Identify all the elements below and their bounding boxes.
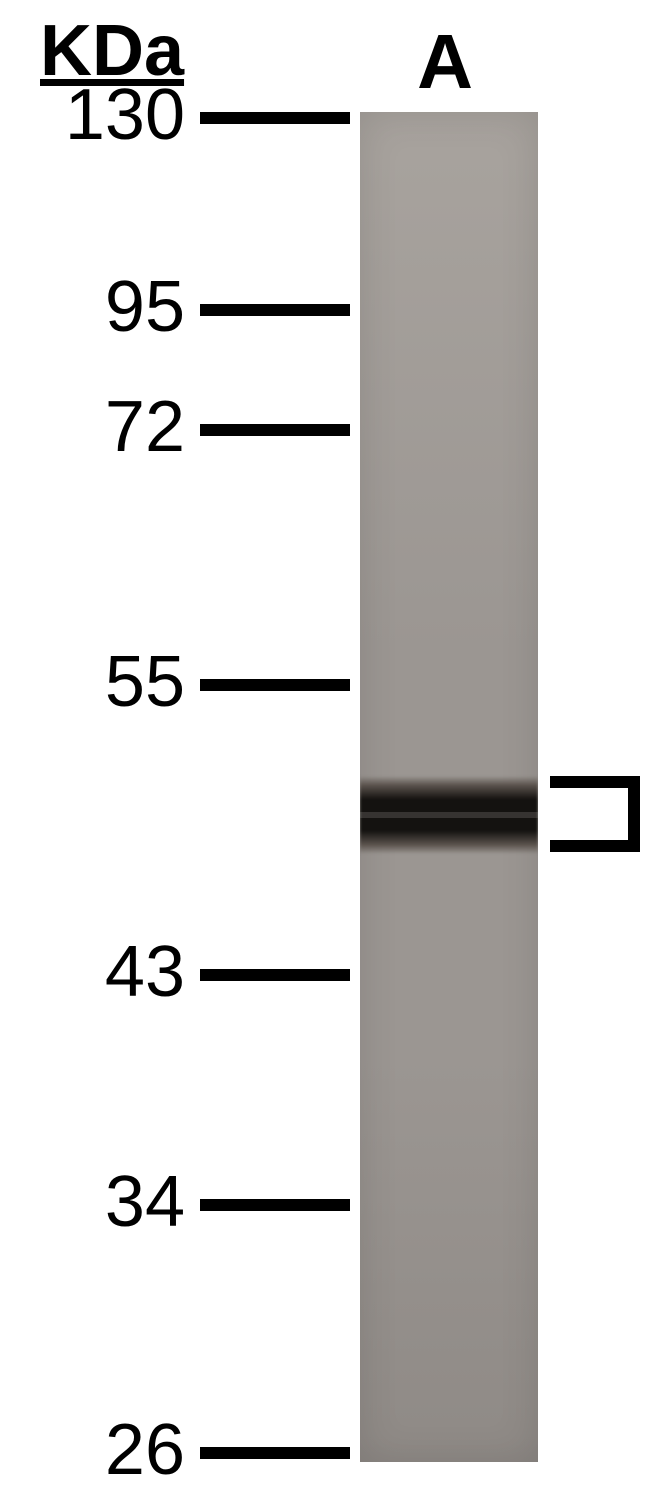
ladder-label: 26 bbox=[105, 1409, 185, 1491]
ladder-tick-line bbox=[200, 1199, 350, 1211]
ladder-tick-line bbox=[200, 424, 350, 436]
bracket-top bbox=[550, 776, 640, 788]
ladder-label: 43 bbox=[105, 931, 185, 1013]
ladder-label: 95 bbox=[105, 266, 185, 348]
ladder-tick-line bbox=[200, 1447, 350, 1459]
ladder-label: 34 bbox=[105, 1161, 185, 1243]
band-indicator-bracket bbox=[550, 776, 640, 852]
ladder-label: 130 bbox=[65, 74, 185, 156]
ladder-tick-line bbox=[200, 112, 350, 124]
lane-header-a: A bbox=[415, 18, 475, 107]
ladder-tick-line bbox=[200, 969, 350, 981]
bracket-right bbox=[628, 776, 640, 852]
blot-lane-a bbox=[360, 112, 538, 1462]
ladder-tick-line bbox=[200, 304, 350, 316]
ladder-tick-line bbox=[200, 679, 350, 691]
bracket-bottom bbox=[550, 840, 640, 852]
bracket-fill bbox=[550, 788, 628, 840]
protein-band-doublet-gap bbox=[360, 812, 538, 818]
ladder-label: 72 bbox=[105, 386, 185, 468]
ladder-label: 55 bbox=[105, 641, 185, 723]
western-blot-figure: KDa A 130957255433426 bbox=[0, 0, 650, 1482]
